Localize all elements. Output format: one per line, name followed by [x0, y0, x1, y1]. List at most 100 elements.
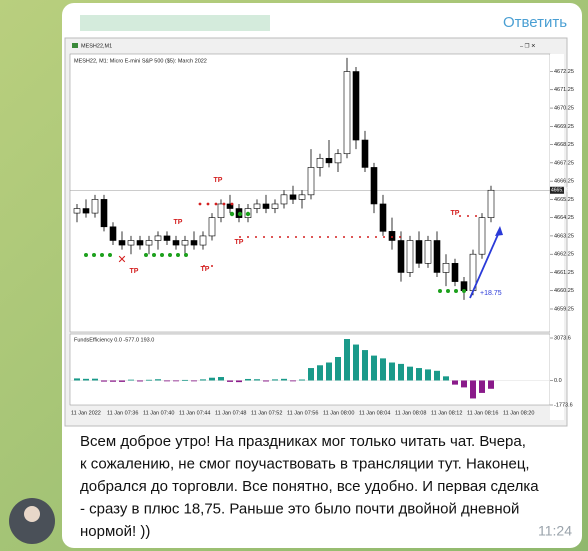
indicator-bar — [317, 365, 323, 381]
trade-dot — [229, 211, 235, 217]
candle-body — [73, 208, 81, 214]
x-tick-label: 11 Jan 07:40 — [143, 410, 174, 416]
indicator-tick-label: 0.0 — [554, 378, 562, 384]
indicator-bar — [164, 380, 170, 382]
candle-body — [136, 240, 144, 246]
candle-body — [280, 194, 288, 205]
trade-dot — [160, 253, 164, 257]
trade-dot — [359, 236, 361, 238]
indicator-bar — [92, 378, 98, 381]
trade-dot — [237, 211, 243, 217]
candle-body — [316, 157, 324, 168]
candle-body — [172, 240, 180, 246]
candle-body — [298, 194, 306, 200]
candle-body — [343, 71, 351, 155]
indicator-bar — [137, 380, 143, 382]
window-controls[interactable]: – ❐ ✕ — [520, 42, 536, 49]
indicator-bar — [308, 368, 314, 381]
y-tick-label: 4661.25 — [554, 270, 574, 276]
tp-label: TP — [130, 268, 139, 275]
message-line: - сразу в плюс 18,75. Раньше это было по… — [80, 500, 519, 517]
reply-button[interactable]: Ответить — [503, 14, 567, 31]
y-tick-label: 4665.25 — [554, 197, 574, 203]
current-price-box — [550, 186, 564, 194]
x-tick-label: 11 Jan 07:52 — [251, 410, 282, 416]
y-tick-label: 4667.25 — [554, 160, 574, 166]
indicator-bar — [182, 379, 188, 381]
indicator-bar — [299, 379, 305, 381]
trade-dot — [367, 236, 369, 238]
trade-dot — [327, 236, 329, 238]
candle-body — [361, 139, 369, 168]
candle-body — [406, 240, 414, 273]
candle-body — [199, 235, 207, 246]
candle-body — [154, 235, 162, 241]
indicator-bar — [155, 379, 161, 381]
y-tick-label: 4660.25 — [554, 288, 574, 294]
indicator-bar — [398, 363, 404, 381]
trade-dot — [343, 236, 345, 238]
chart: 4672.25 4671.25 4670.25 4669.25 4668.25 4667.… — [70, 57, 574, 416]
indicator-name: FundsEfficiency 0.0 -577.0 193.0 — [74, 337, 154, 343]
trade-dot — [263, 236, 265, 238]
trade-dot — [255, 236, 257, 238]
candle-body — [307, 167, 315, 196]
trade-dot — [467, 215, 469, 217]
candle-body — [145, 240, 153, 246]
indicator-bar — [83, 378, 89, 381]
candle-body — [424, 240, 432, 264]
candle-body — [118, 240, 126, 246]
message-line: Всем доброе утро! На праздниках мог толь… — [80, 433, 526, 450]
tp-label: TP — [201, 266, 210, 273]
trade-dot — [462, 289, 466, 293]
indicator-bar — [74, 378, 80, 381]
chart-title: MESH22, M1: Micro E-mini S&P 500 ($5): M… — [74, 58, 207, 64]
indicator-bar — [236, 380, 242, 383]
trade-dot — [446, 289, 450, 293]
trade-dot — [279, 236, 281, 238]
candle-body — [262, 203, 270, 209]
indicator-bar — [488, 380, 494, 389]
indicator-bar — [218, 377, 224, 381]
trade-dot — [247, 236, 249, 238]
candle-body — [127, 240, 135, 246]
candle-body — [226, 203, 234, 209]
x-tick-label: 11 Jan 08:08 — [395, 410, 426, 416]
y-tick-label: 4666.25 — [554, 179, 574, 185]
x-tick-label: 11 Jan 07:48 — [215, 410, 246, 416]
indicator-bar — [461, 380, 467, 388]
price-axis — [550, 54, 564, 420]
trade-dot — [454, 289, 458, 293]
indicator-bar — [101, 380, 107, 382]
blurred-sender — [80, 15, 270, 31]
candle-body — [271, 203, 279, 209]
current-price-label: 4665.75 — [551, 188, 569, 194]
message-line: нормой! )) — [80, 523, 150, 540]
indicator-bar — [227, 380, 233, 382]
indicator-bar — [173, 380, 179, 382]
trade-dot — [100, 253, 104, 257]
candle-body — [100, 199, 108, 228]
indicator-bar — [443, 376, 449, 381]
x-tick-label: 11 Jan 07:56 — [287, 410, 318, 416]
y-tick-label: 4671.25 — [554, 87, 574, 93]
indicator-bar — [371, 355, 377, 381]
message-line: к сожалению, не смог поучаствовать в тра… — [80, 455, 530, 472]
window-title: MESH22,M1 — [81, 43, 112, 49]
indicator-bar — [146, 379, 152, 381]
indicator-bar — [353, 344, 359, 381]
candle-body — [91, 199, 99, 214]
trade-dot — [335, 236, 337, 238]
indicator-bar — [335, 356, 341, 381]
trade-dot — [271, 236, 273, 238]
x-tick-label: 11 Jan 08:00 — [323, 410, 354, 416]
avatar-face — [24, 506, 40, 522]
x-tick-label: 11 Jan 08:12 — [431, 410, 462, 416]
indicator-bar — [479, 380, 485, 393]
indicator-bar — [272, 379, 278, 381]
y-tick-label: 4663.25 — [554, 233, 574, 239]
candle-body — [289, 194, 297, 200]
indicator-bar — [263, 380, 269, 382]
candle-body — [253, 203, 261, 209]
